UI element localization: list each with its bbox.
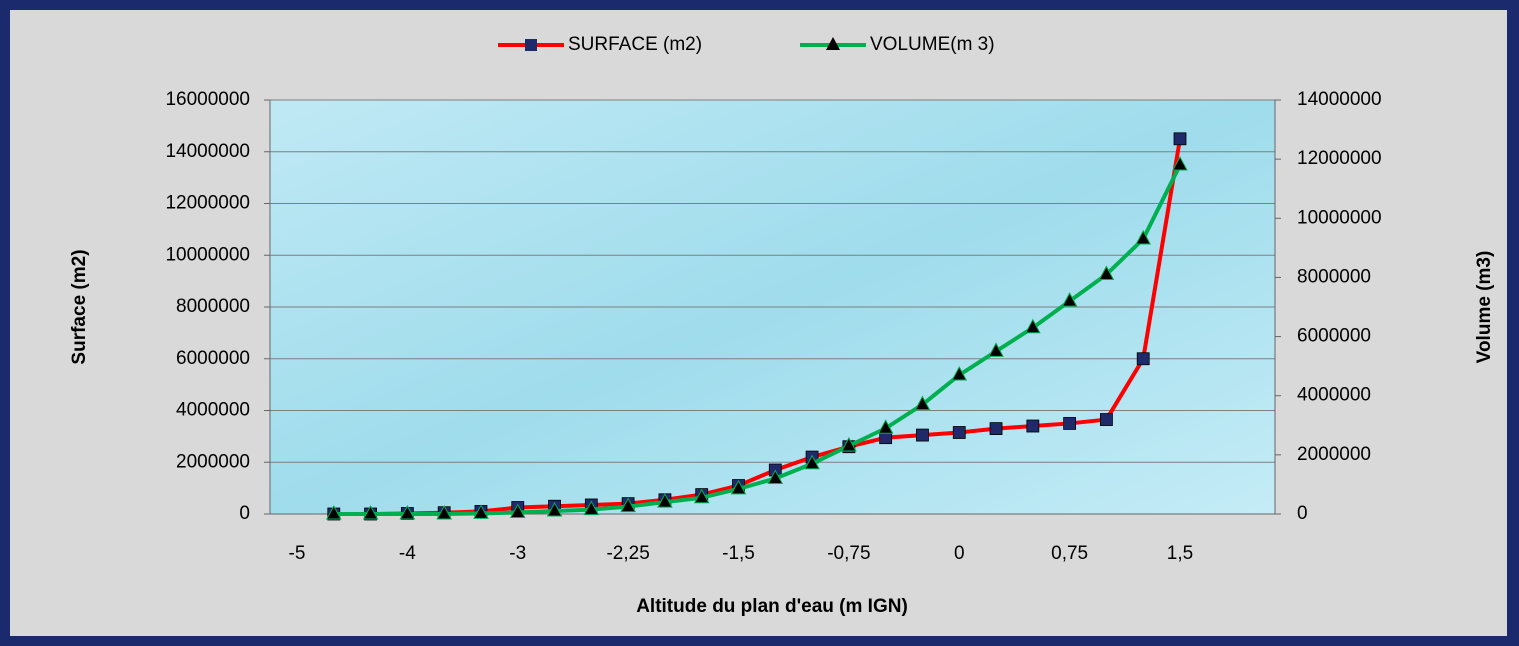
y-tick-label: 0	[239, 503, 250, 524]
marker	[1024, 318, 1041, 334]
y2-tick-label: 0	[1297, 503, 1308, 524]
y-tick-label: 16000000	[165, 89, 250, 110]
marker	[325, 504, 342, 520]
marker	[1172, 156, 1188, 171]
marker	[473, 504, 489, 519]
y-tick-label: 6000000	[176, 348, 250, 369]
marker	[399, 504, 416, 520]
legend-marker	[525, 39, 537, 51]
y-tick-label: 10000000	[165, 244, 250, 265]
marker	[841, 436, 857, 452]
marker	[1100, 413, 1113, 426]
x-tick-label: 0,75	[1051, 543, 1088, 564]
marker	[877, 419, 894, 434]
marker	[1135, 229, 1152, 245]
x-axis-title: Altitude du plan d'eau (m IGN)	[636, 596, 908, 617]
marker	[436, 504, 453, 520]
y-tick-label: 4000000	[176, 400, 250, 421]
marker	[1063, 417, 1077, 430]
y2-tick-label: 14000000	[1297, 89, 1382, 110]
y-axis-title: Surface (m2)	[69, 249, 90, 364]
x-tick-label: -5	[289, 543, 306, 564]
x-tick-label: -4	[399, 543, 416, 564]
x-tick-label: -1,5	[722, 543, 755, 564]
marker	[693, 488, 710, 504]
y2-tick-label: 10000000	[1297, 207, 1382, 228]
marker	[546, 501, 563, 517]
marker	[951, 365, 968, 381]
marker	[1136, 352, 1150, 366]
marker	[1098, 265, 1115, 280]
marker	[1173, 132, 1187, 146]
marker	[767, 469, 784, 485]
marker	[914, 395, 931, 411]
legend-label: SURFACE (m2)	[568, 34, 702, 55]
x-tick-label: 0	[954, 543, 965, 564]
y2-tick-label: 4000000	[1297, 385, 1371, 406]
y2-tick-label: 12000000	[1297, 148, 1382, 169]
marker	[916, 428, 929, 442]
marker	[583, 500, 600, 516]
marker	[1026, 419, 1040, 433]
marker	[657, 493, 673, 508]
marker	[620, 497, 636, 513]
marker	[730, 479, 747, 495]
series-line	[333, 164, 1182, 516]
y2-tick-label: 6000000	[1297, 326, 1371, 347]
y-tick-label: 2000000	[176, 451, 250, 472]
x-tick-label: -3	[509, 543, 526, 564]
marker	[509, 503, 526, 519]
y-tick-label: 14000000	[165, 141, 250, 162]
y-tick-label: 8000000	[176, 296, 250, 317]
marker	[362, 504, 379, 520]
marker	[1061, 292, 1078, 307]
x-tick-label: -2,25	[606, 543, 649, 564]
y2-tick-label: 2000000	[1297, 444, 1371, 465]
marker	[804, 454, 820, 470]
y2-axis-title: Volume (m3)	[1474, 251, 1495, 364]
marker	[989, 422, 1003, 436]
x-tick-label: 1,5	[1167, 543, 1193, 564]
marker	[952, 426, 966, 439]
legend-marker	[826, 37, 840, 50]
marker	[988, 342, 1004, 357]
legend-label: VOLUME(m 3)	[870, 34, 995, 55]
x-tick-label: -0,75	[827, 543, 870, 564]
y-tick-label: 12000000	[165, 193, 250, 214]
y2-tick-label: 8000000	[1297, 266, 1371, 287]
